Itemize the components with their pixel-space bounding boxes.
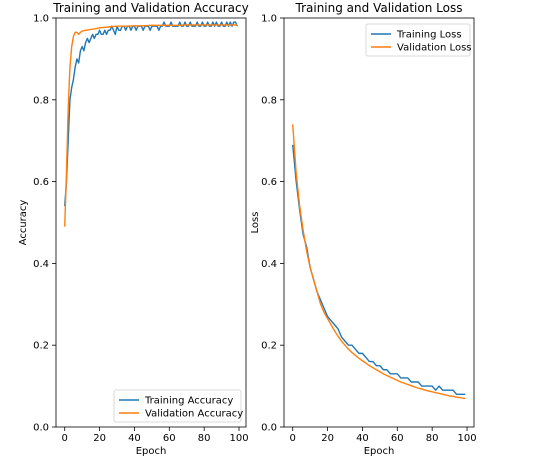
legend-entry-label: Training Loss — [396, 30, 462, 41]
x-tick-label: 80 — [198, 433, 211, 444]
plot-frame — [283, 17, 475, 428]
legend-entry-label: Validation Loss — [397, 43, 472, 54]
plot-frame — [55, 17, 247, 428]
y-tick-label: 1.0 — [261, 14, 277, 25]
series-line-validation-accuracy — [64, 24, 238, 227]
x-tick-label: 40 — [128, 433, 141, 444]
x-tick-label: 40 — [356, 433, 369, 444]
x-axis-label: Epoch — [364, 446, 395, 457]
series-line-validation-loss — [292, 124, 466, 400]
legend: Training Accuracy Validation Accuracy — [113, 389, 243, 423]
x-tick-label: 0 — [62, 433, 68, 444]
y-tick-label: 0.2 — [261, 341, 277, 352]
series-line-training-loss — [292, 144, 466, 395]
x-tick-label: 20 — [93, 433, 106, 444]
series-line-training-accuracy — [64, 21, 238, 207]
chart-title: Training and Validation Accuracy — [52, 1, 248, 15]
y-tick-label: 0.0 — [261, 423, 277, 434]
x-tick-label: 60 — [163, 433, 176, 444]
x-tick-label: 100 — [229, 433, 248, 444]
y-axis-label: Loss — [250, 212, 261, 234]
legend-entry-label: Training Accuracy — [144, 396, 233, 407]
accuracy-chart: Training and Validation Accuracy 0 20 40 60 8… — [18, 1, 249, 457]
y-tick-label: 0.8 — [33, 95, 49, 106]
x-axis-label: Epoch — [136, 446, 167, 457]
y-tick-label: 0.4 — [261, 259, 277, 270]
loss-chart: Training and Validation Loss 0 20 40 60 80 100… — [250, 1, 477, 457]
x-tick-label: 80 — [426, 433, 439, 444]
x-tick-label: 100 — [457, 433, 476, 444]
y-tick-label: 0.2 — [33, 341, 49, 352]
legend-box — [113, 389, 242, 423]
chart-title: Training and Validation Loss — [295, 1, 463, 15]
y-tick-label: 1.0 — [33, 14, 49, 25]
legend: Training Loss Validation Loss — [365, 23, 472, 57]
y-axis-label: Accuracy — [18, 200, 29, 246]
x-tick-label: 0 — [290, 433, 296, 444]
x-tick-label: 60 — [391, 433, 404, 444]
x-tick-label: 20 — [321, 433, 334, 444]
legend-entry-label: Validation Accuracy — [145, 409, 243, 420]
y-tick-label: 0.4 — [33, 259, 49, 270]
y-tick-label: 0.0 — [33, 423, 49, 434]
legend-box — [365, 23, 471, 57]
y-tick-label: 0.8 — [261, 95, 277, 106]
y-tick-label: 0.6 — [261, 177, 277, 188]
y-tick-label: 0.6 — [33, 177, 49, 188]
